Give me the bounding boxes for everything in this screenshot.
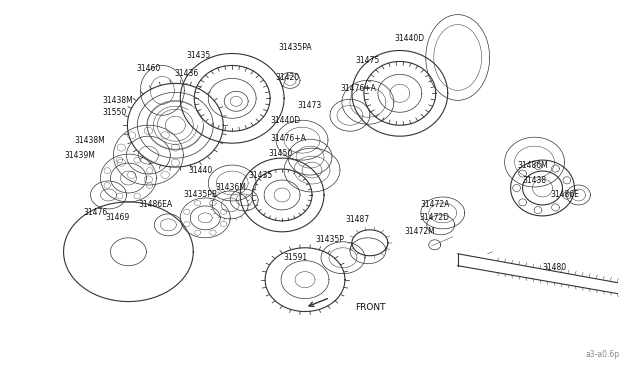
Text: 31438M: 31438M [75,136,106,145]
Text: 31591: 31591 [283,253,307,262]
Text: 31438: 31438 [522,176,547,185]
Text: 31486M: 31486M [517,161,548,170]
Text: 31487: 31487 [346,215,370,224]
Text: 31450: 31450 [268,149,292,158]
Text: 31476+A: 31476+A [340,84,376,93]
Text: 31460: 31460 [136,64,161,73]
Text: 31436: 31436 [174,69,198,78]
Text: 31476: 31476 [83,208,108,217]
Text: 31476+A: 31476+A [270,134,306,143]
Text: 31550: 31550 [102,108,127,117]
Text: 31435: 31435 [186,51,211,60]
Text: 31440D: 31440D [270,116,300,125]
Text: FRONT: FRONT [355,303,385,312]
Text: 31486EA: 31486EA [138,201,172,209]
Text: 31435PB: 31435PB [183,190,217,199]
Text: 31440: 31440 [188,166,212,174]
Text: 31440D: 31440D [395,34,425,43]
Text: 31438M: 31438M [102,96,133,105]
Text: 31480: 31480 [543,263,566,272]
Text: 31435P: 31435P [316,235,344,244]
Text: 31439M: 31439M [65,151,95,160]
Text: 31475: 31475 [356,56,380,65]
Text: a3-a0.6p: a3-a0.6p [585,350,620,359]
Text: 31472M: 31472M [404,227,435,236]
Text: 31435: 31435 [248,170,273,180]
Text: 31420: 31420 [275,73,300,82]
Text: 31472A: 31472A [420,201,449,209]
Text: 31469: 31469 [106,214,129,222]
Text: 31472D: 31472D [420,214,450,222]
Text: 31473: 31473 [298,101,322,110]
Text: 31436M: 31436M [215,183,246,192]
Text: 31435PA: 31435PA [278,43,312,52]
Text: 31486E: 31486E [550,190,579,199]
